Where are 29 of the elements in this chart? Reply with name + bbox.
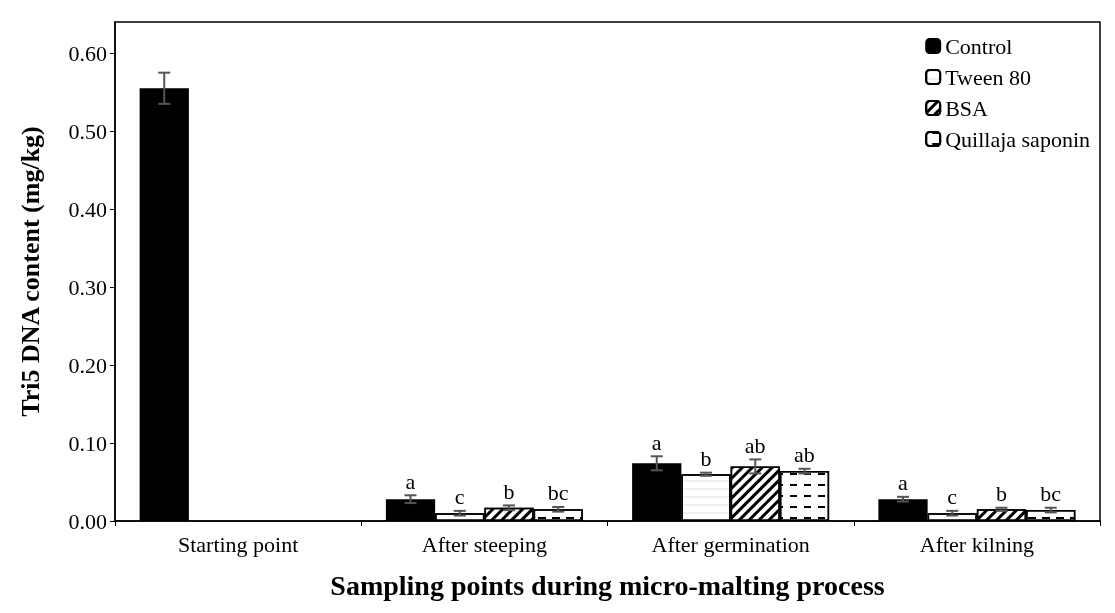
x-tick-label: After germination (651, 531, 810, 557)
data-label: c (947, 484, 958, 510)
y-tick-label: 0.00 (68, 508, 107, 534)
y-tick-label: 0.10 (68, 430, 107, 456)
data-label: ab (794, 442, 815, 468)
legend-label: Tween 80 (945, 64, 1032, 90)
data-label: b (503, 478, 515, 504)
legend-label: Quillaja saponin (945, 126, 1091, 152)
x-tick-label: After kilning (919, 531, 1035, 557)
y-tick-label: 0.60 (68, 40, 107, 66)
x-tick-label: Starting point (177, 531, 299, 557)
y-tick-label: 0.30 (68, 274, 107, 300)
data-label: bc (547, 480, 569, 506)
y-tick-label: 0.20 (68, 352, 107, 378)
y-tick-label: 0.50 (68, 118, 107, 144)
data-label: c (454, 484, 465, 510)
y-tick-label: 0.40 (68, 196, 107, 222)
data-label: b (996, 481, 1007, 507)
data-label: a (651, 429, 662, 455)
x-axis-title: Sampling points during micro-malting process (330, 569, 885, 601)
data-label: ab (744, 432, 766, 458)
x-tick-label: After steeping (421, 531, 547, 557)
legend-label: Control (945, 33, 1013, 59)
data-label: bc (1040, 481, 1062, 507)
data-label: a (405, 468, 416, 494)
data-label: b (700, 446, 712, 472)
legend-label: BSA (945, 95, 989, 121)
y-axis-title: Tri5 DNA content (mg/kg) (15, 126, 45, 417)
data-label: a (898, 470, 909, 496)
